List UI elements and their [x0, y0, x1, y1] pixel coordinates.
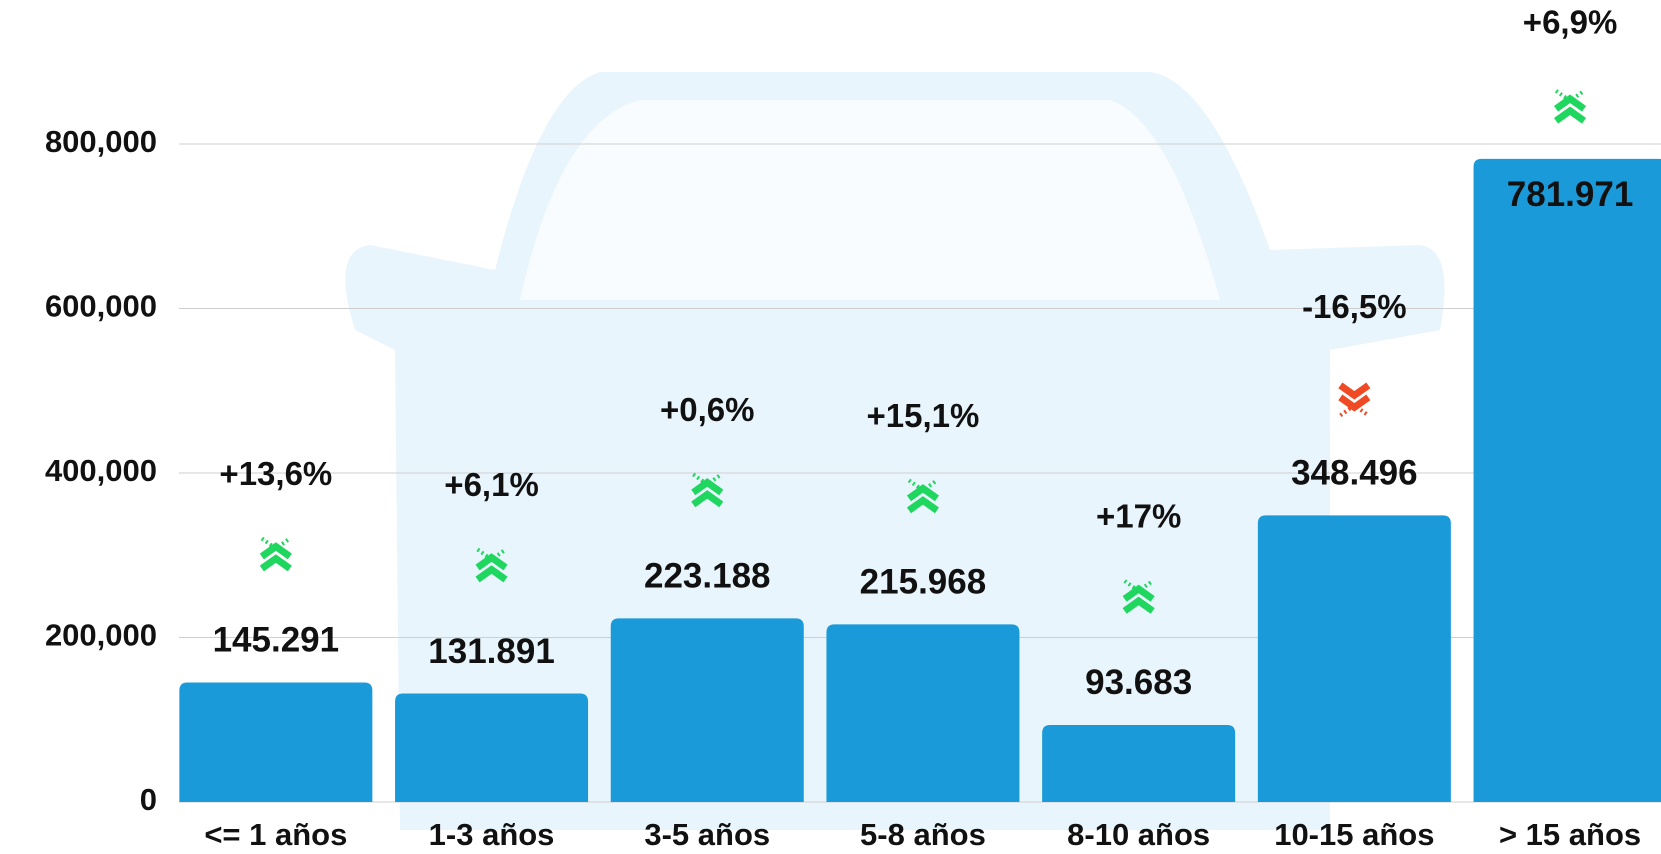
bar — [1257, 515, 1451, 802]
value-label: 348.496 — [1291, 454, 1418, 493]
change-arrow — [906, 478, 939, 514]
arrow-part — [907, 478, 939, 493]
arrow-part — [476, 547, 507, 562]
arrow-part — [1123, 579, 1154, 594]
plot: 0 200,000 400,000 600,000 800,000 <= 1 años 14… — [45, 4, 1661, 852]
bar — [1042, 724, 1236, 802]
arrow-part — [1554, 89, 1586, 104]
change-arrow — [259, 536, 292, 572]
arrow-part — [1338, 382, 1371, 400]
arrow-part — [1122, 596, 1155, 614]
bar — [1473, 158, 1661, 802]
x-tick-label: <= 1 años — [204, 817, 347, 852]
x-tick-label: 5-8 años — [860, 817, 986, 852]
change-arrow — [1338, 382, 1371, 417]
value-label: 131.891 — [428, 632, 555, 671]
arrow-part — [475, 565, 508, 583]
arrow-part — [1554, 106, 1587, 124]
bar — [826, 624, 1020, 802]
y-tick-label: 0 — [140, 782, 157, 817]
y-tick-label: 200,000 — [45, 618, 157, 653]
arrow-part — [259, 554, 292, 572]
x-tick-label: > 15 años — [1499, 817, 1641, 852]
change-label: +15,1% — [867, 397, 980, 434]
change-arrow — [475, 547, 508, 583]
change-label: +6,1% — [444, 466, 539, 503]
bar — [610, 618, 804, 802]
value-label: 145.291 — [213, 621, 340, 660]
bar — [179, 682, 373, 802]
value-label: 93.683 — [1085, 663, 1192, 702]
change-arrow — [691, 472, 724, 508]
x-tick-label: 8-10 años — [1067, 817, 1210, 852]
bar — [395, 693, 589, 802]
change-label: +17% — [1096, 498, 1181, 535]
x-tick-label: 1-3 años — [429, 817, 555, 852]
y-tick-label: 400,000 — [45, 453, 157, 488]
change-label: +6,9% — [1523, 4, 1618, 41]
arrow-part — [692, 472, 723, 487]
y-tick-label: 600,000 — [45, 289, 157, 324]
arrow-part — [691, 490, 724, 508]
value-label: 215.968 — [860, 563, 987, 602]
car-window — [520, 100, 1220, 300]
x-tick-label: 10-15 años — [1274, 817, 1434, 852]
arrow-part — [260, 536, 292, 551]
change-arrow — [1554, 89, 1587, 124]
change-label: +13,6% — [219, 455, 332, 492]
change-label: +0,6% — [660, 391, 755, 428]
change-label: -16,5% — [1302, 288, 1407, 325]
arrow-part — [906, 496, 939, 514]
change-arrow — [1122, 579, 1155, 614]
x-tick-label: 3-5 años — [644, 817, 770, 852]
value-label: 223.188 — [644, 557, 771, 596]
value-label: 781.971 — [1507, 175, 1634, 214]
y-tick-label: 800,000 — [45, 124, 157, 159]
arrow-part — [1339, 402, 1370, 417]
